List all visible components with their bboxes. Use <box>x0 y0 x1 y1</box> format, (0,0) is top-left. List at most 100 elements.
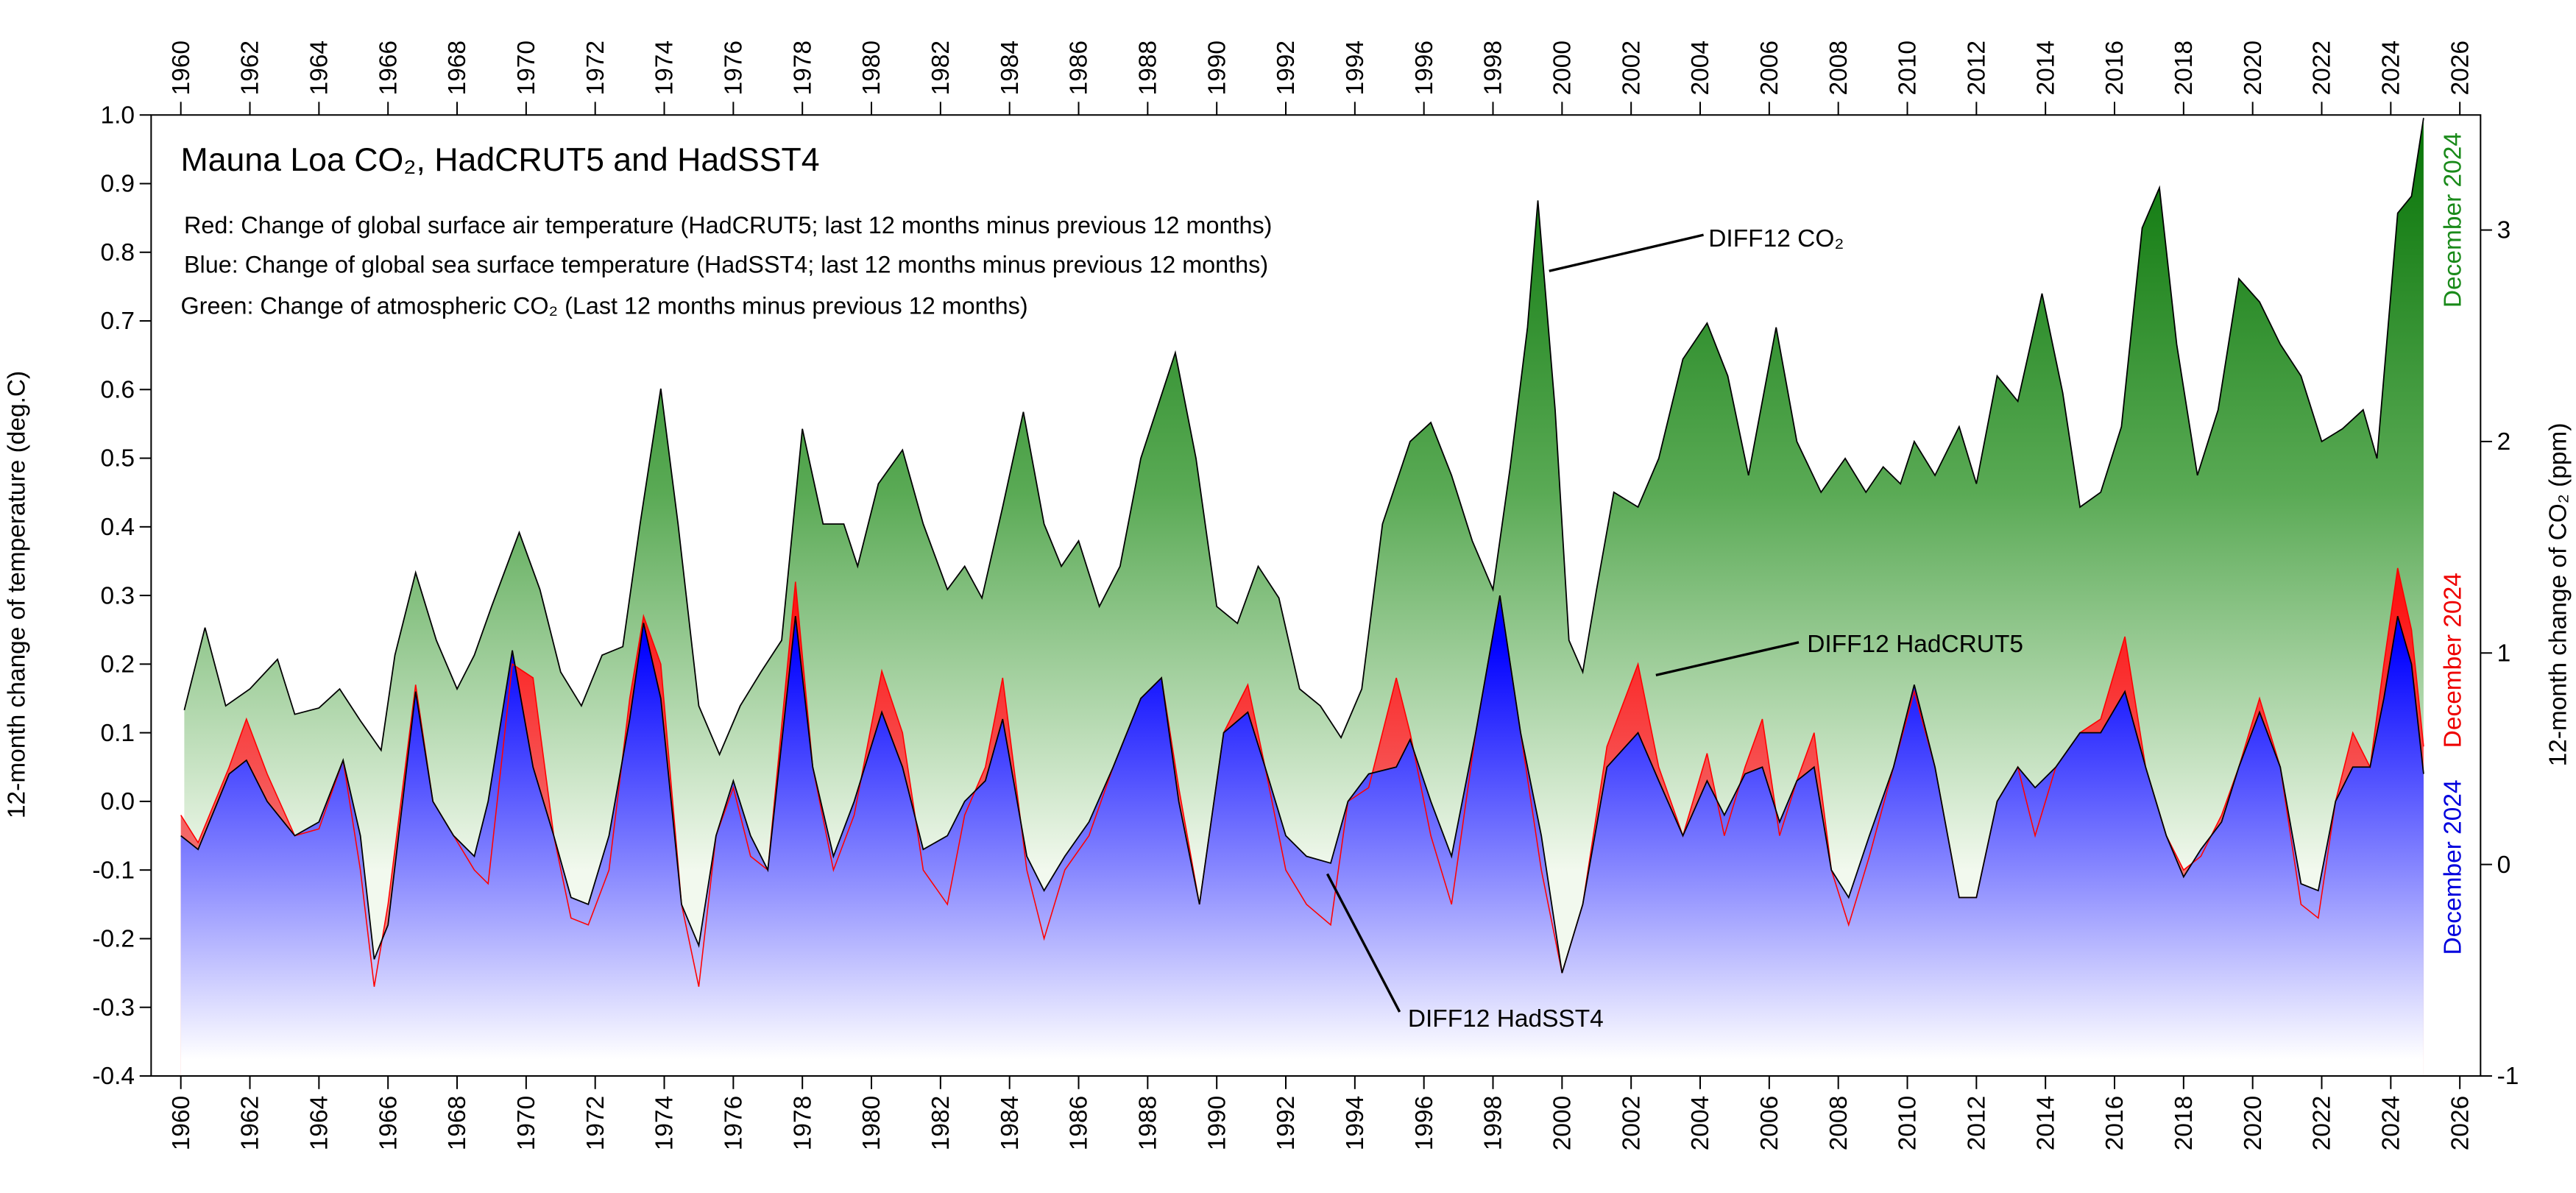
x-tick-label: 2000 <box>1549 1096 1577 1150</box>
x-tick-label: 1996 <box>1411 1096 1438 1150</box>
x-tick-label-top: 2024 <box>2377 40 2405 95</box>
y2-tick-label: -1 <box>2497 1063 2519 1090</box>
x-tick-label: 1984 <box>997 1096 1024 1150</box>
x-tick-label: 1982 <box>927 1096 955 1150</box>
note: Green: Change of atmospheric CO₂ (Last 1… <box>181 292 1028 319</box>
y-tick-label: 0.4 <box>100 514 135 541</box>
x-tick-label-top: 2008 <box>1825 40 1853 95</box>
x-tick-label-top: 1996 <box>1411 40 1438 95</box>
y-tick-label: 0.9 <box>100 171 135 198</box>
x-tick-label: 2010 <box>1894 1096 1922 1150</box>
series-label: DIFF12 HadSST4 <box>1408 1005 1604 1033</box>
x-tick-label-top: 1998 <box>1480 40 1507 95</box>
x-tick-label-top: 1980 <box>858 40 885 95</box>
y-tick-label: -0.4 <box>92 1063 135 1090</box>
x-tick-label-top: 1968 <box>444 40 471 95</box>
end-label: December 2024 <box>2440 573 2467 748</box>
y2-axis-label: 12-month change of CO₂ (ppm) <box>2544 423 2572 767</box>
x-tick-label-top: 2002 <box>1618 40 1645 95</box>
x-tick-label-top: 2000 <box>1549 40 1577 95</box>
x-tick-label-top: 1960 <box>168 40 195 95</box>
x-tick-label: 2004 <box>1687 1096 1714 1150</box>
x-tick-label-top: 1990 <box>1203 40 1231 95</box>
x-tick-label: 1980 <box>858 1096 885 1150</box>
x-tick-label: 1992 <box>1273 1096 1300 1150</box>
x-tick-label-top: 2020 <box>2240 40 2267 95</box>
x-tick-label-top: 1964 <box>306 40 333 95</box>
x-tick-label: 1968 <box>444 1096 471 1150</box>
x-tick-label: 2026 <box>2446 1096 2474 1150</box>
series-label: DIFF12 HadCRUT5 <box>1807 631 2023 658</box>
x-tick-label-top: 2026 <box>2446 40 2474 95</box>
x-tick-label: 1978 <box>789 1096 816 1150</box>
x-tick-label-top: 1986 <box>1066 40 1093 95</box>
x-tick-label: 1970 <box>513 1096 540 1150</box>
areas <box>180 118 2424 1076</box>
x-tick-label-top: 2016 <box>2101 40 2129 95</box>
note: Red: Change of global surface air temper… <box>184 212 1272 238</box>
plot-root: Mauna Loa CO₂, HadCRUT5 and HadSST4 Red:… <box>3 40 2572 1150</box>
area-outline <box>183 118 2424 757</box>
end-label: December 2024 <box>2440 779 2467 955</box>
y-tick-label: 0.6 <box>100 376 135 403</box>
x-tick-label-top: 2010 <box>1894 40 1922 95</box>
x-tick-label-top: 1984 <box>997 40 1024 95</box>
x-tick-label: 1964 <box>306 1096 333 1150</box>
x-tick-label-top: 1994 <box>1342 40 1369 95</box>
y2-tick-label: 2 <box>2497 428 2511 456</box>
x-tick-label-top: 2006 <box>1756 40 1783 95</box>
line <box>180 567 2424 987</box>
x-tick-label-top: 1974 <box>651 40 679 95</box>
series-label: DIFF12 CO₂ <box>1708 225 1844 252</box>
x-tick-label: 2024 <box>2377 1096 2405 1150</box>
x-tick-label-top: 1962 <box>237 40 264 95</box>
x-tick-label: 2016 <box>2101 1096 2129 1150</box>
x-tick-label: 1976 <box>721 1096 748 1150</box>
x-tick-label-top: 1982 <box>927 40 955 95</box>
y2-tick-label: 0 <box>2497 852 2511 879</box>
x-tick-label: 1990 <box>1203 1096 1231 1150</box>
area <box>180 595 2424 1076</box>
y-tick-label: 0.0 <box>100 788 135 815</box>
y-tick-label: 0.2 <box>100 651 135 679</box>
y-tick-label: -0.3 <box>92 994 135 1022</box>
y2-tick-label: 1 <box>2497 640 2511 667</box>
x-tick-label-top: 2004 <box>1687 40 1714 95</box>
callout-line <box>1326 873 1401 1013</box>
y-tick-label: 0.1 <box>100 720 135 747</box>
x-tick-label: 1986 <box>1066 1096 1093 1150</box>
x-tick-label: 2020 <box>2240 1096 2267 1150</box>
x-tick-label-top: 1978 <box>789 40 816 95</box>
x-tick-label-top: 2018 <box>2170 40 2198 95</box>
x-tick-label: 1962 <box>237 1096 264 1150</box>
end-label: December 2024 <box>2440 132 2467 308</box>
x-tick-label: 1998 <box>1480 1096 1507 1150</box>
callout-line <box>1549 233 1704 272</box>
x-tick-label-top: 1970 <box>513 40 540 95</box>
y-axis-label: 12-month change of temperature (deg.C) <box>3 371 30 818</box>
y-tick-label: -0.1 <box>92 857 135 884</box>
x-tick-label-top: 1966 <box>375 40 402 95</box>
x-tick-label-top: 2012 <box>1964 40 1991 95</box>
x-tick-label: 1988 <box>1135 1096 1162 1150</box>
x-tick-label-top: 2014 <box>2032 40 2059 95</box>
x-tick-label: 1994 <box>1342 1096 1369 1150</box>
y-tick-label: 0.7 <box>100 308 135 335</box>
x-tick-label: 2022 <box>2309 1096 2336 1150</box>
chart-title: Mauna Loa CO₂, HadCRUT5 and HadSST4 <box>181 142 820 178</box>
area-outline <box>180 595 2424 974</box>
x-tick-label: 1974 <box>651 1096 679 1150</box>
y-tick-label: 0.3 <box>100 582 135 609</box>
y2-tick-label: 3 <box>2497 217 2511 244</box>
y-tick-label: 0.8 <box>100 239 135 266</box>
y-tick-label: -0.2 <box>92 926 135 953</box>
y-tick-label: 0.5 <box>100 445 135 472</box>
x-tick-label-top: 1972 <box>582 40 609 95</box>
x-tick-label-top: 2022 <box>2309 40 2336 95</box>
x-tick-label: 1960 <box>168 1096 195 1150</box>
x-tick-label: 2006 <box>1756 1096 1783 1150</box>
x-tick-label: 2002 <box>1618 1096 1645 1150</box>
x-tick-label: 2008 <box>1825 1096 1853 1150</box>
